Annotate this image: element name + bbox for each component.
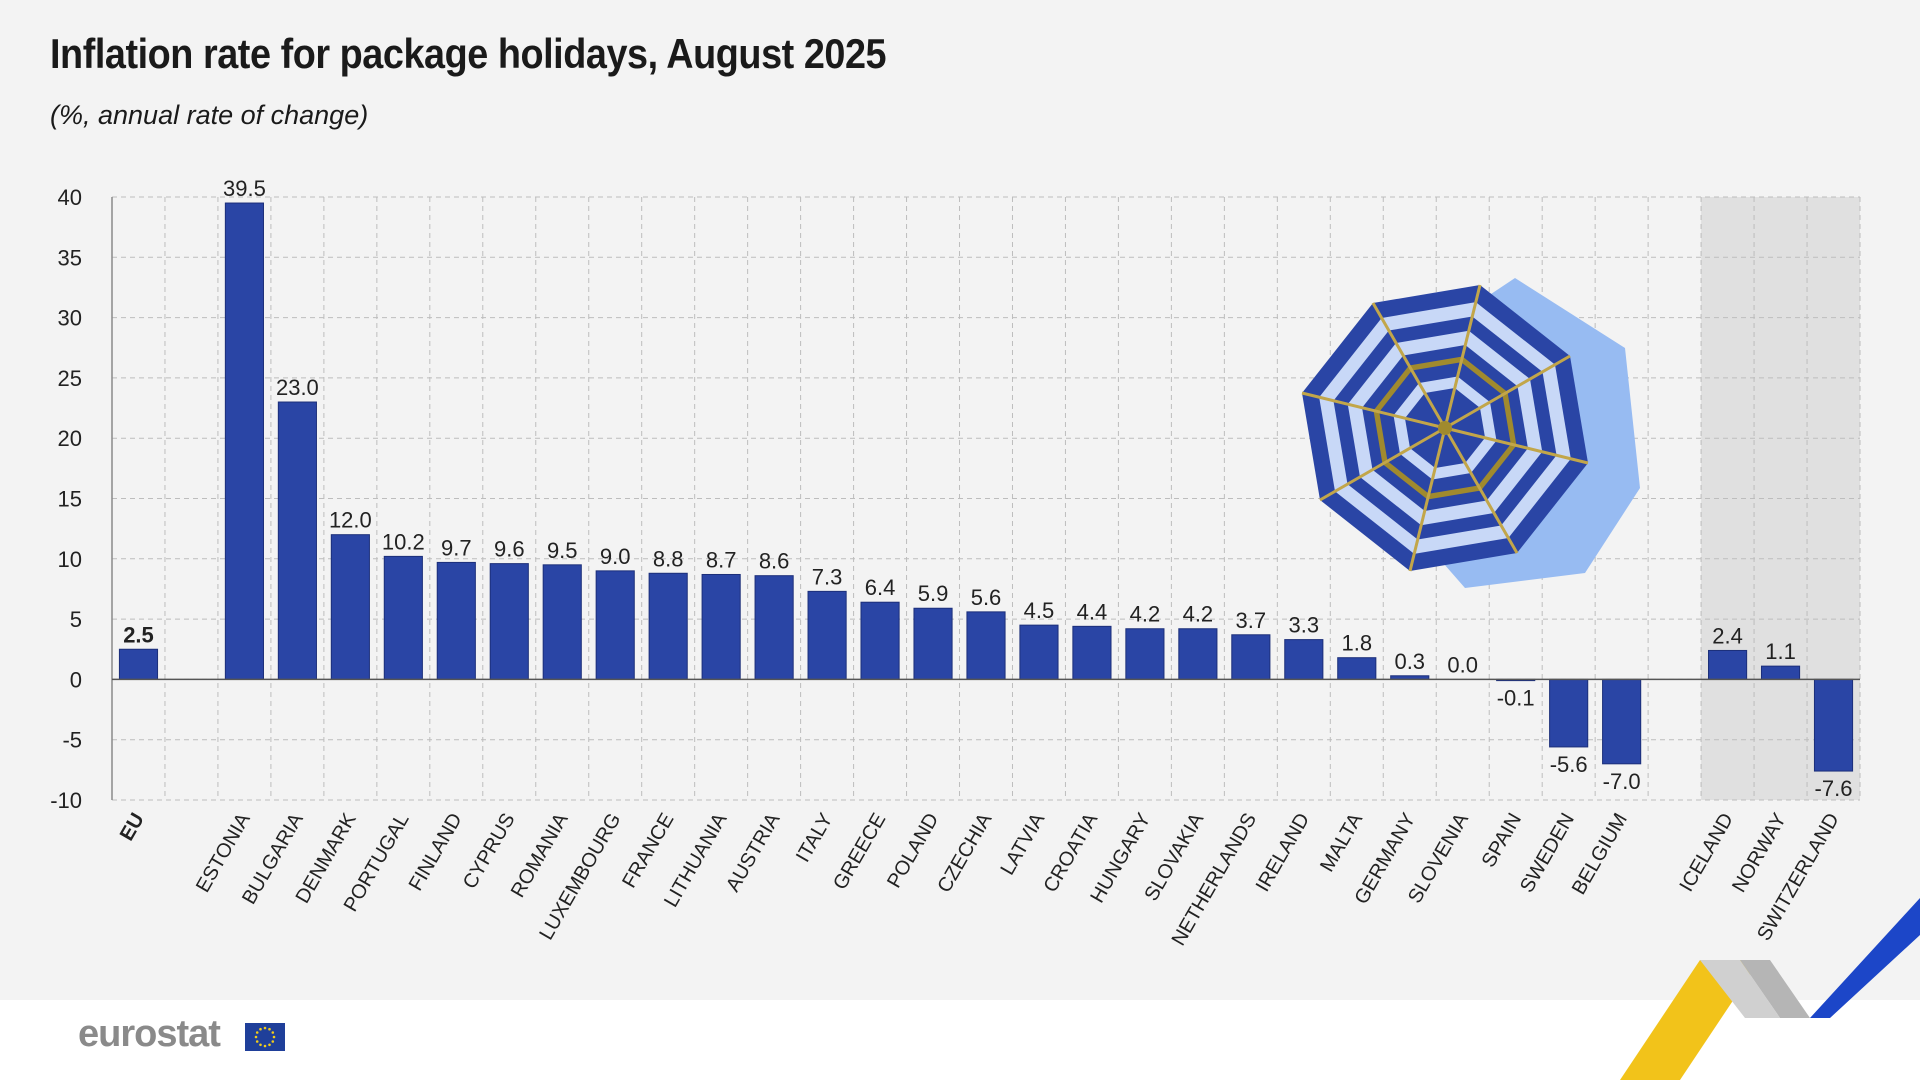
eu-flag-icon	[245, 1023, 285, 1051]
value-label-malta: 1.8	[1341, 631, 1372, 656]
category-label-italy: ITALY	[792, 810, 837, 867]
bar-czechia	[966, 611, 1006, 680]
value-labels: 2.5 39.5 23.0 12.0 10.2 9.7 9.6 9.5 9.0 8.8 8.7 8.6…	[123, 176, 1852, 801]
bar-greece	[860, 601, 900, 680]
value-label-switzerland: -7.6	[1815, 776, 1853, 801]
bar-italy	[807, 590, 847, 680]
value-label-bulgaria: 23.0	[276, 375, 319, 400]
value-label-belgium: -7.0	[1603, 769, 1641, 794]
value-label-greece: 6.4	[865, 575, 896, 600]
value-label-eu: 2.5	[123, 622, 154, 647]
y-tick-label: 0	[70, 667, 82, 692]
value-label-hungary: 4.2	[1130, 602, 1161, 627]
bar-malta	[1337, 657, 1377, 680]
bar-finland	[436, 561, 476, 680]
value-label-poland: 5.9	[918, 581, 949, 606]
bar-denmark	[330, 534, 370, 680]
value-label-italy: 7.3	[812, 564, 843, 589]
value-label-luxembourg: 9.0	[600, 544, 631, 569]
umbrella-illustration	[1301, 278, 1640, 588]
bar-france	[648, 572, 688, 680]
value-label-norway: 1.1	[1765, 639, 1796, 664]
bar-iceland	[1708, 649, 1748, 680]
category-label-malta: MALTA	[1316, 809, 1367, 876]
category-label-finland: FINLAND	[405, 810, 467, 895]
value-label-romania: 9.5	[547, 538, 578, 563]
eurostat-logo: eurostat	[78, 1013, 221, 1055]
value-label-austria: 8.6	[759, 549, 790, 574]
category-label-austria: AUSTRIA	[722, 809, 785, 896]
value-label-denmark: 12.0	[329, 508, 372, 533]
category-label-eu: EU	[116, 810, 149, 845]
category-label-czechia: CZECHIA	[933, 809, 996, 897]
value-label-croatia: 4.4	[1077, 599, 1108, 624]
bar-sweden	[1549, 678, 1589, 748]
y-tick-label: 15	[58, 487, 82, 512]
bar-portugal	[383, 555, 423, 680]
bar-series	[118, 202, 1854, 772]
category-label-greece: GREECE	[829, 810, 890, 894]
bar-hungary	[1125, 628, 1165, 680]
chart-subtitle: (%, annual rate of change)	[50, 100, 369, 130]
value-label-lithuania: 8.7	[706, 547, 737, 572]
y-tick-label: 5	[70, 607, 82, 632]
value-label-spain: -0.1	[1497, 686, 1535, 711]
category-labels: EU ESTONIABULGARIADENMARKPORTUGALFINLANDC…	[116, 809, 1844, 950]
value-label-czechia: 5.6	[971, 585, 1002, 610]
value-label-sweden: -5.6	[1550, 752, 1588, 777]
value-label-slovakia: 4.2	[1183, 602, 1214, 627]
bar-switzerland	[1813, 678, 1854, 772]
bar-netherlands	[1231, 634, 1271, 680]
bar-ireland	[1284, 639, 1324, 680]
value-label-cyprus: 9.6	[494, 537, 525, 562]
bar-poland	[913, 607, 953, 680]
bar-belgium	[1602, 678, 1642, 765]
footer	[0, 1000, 1920, 1080]
y-axis: 40 35 30 25 20 15 10 5 0 -5 -10	[50, 185, 1860, 813]
category-label-france: FRANCE	[618, 810, 678, 892]
y-tick-label: 20	[58, 426, 82, 451]
bar-cyprus	[489, 563, 529, 680]
bar-latvia	[1019, 624, 1059, 680]
category-label-poland: POLAND	[883, 810, 943, 892]
bar-romania	[542, 564, 582, 680]
category-label-ireland: IRELAND	[1252, 810, 1314, 896]
value-label-germany: 0.3	[1394, 649, 1425, 674]
bar-slovakia	[1178, 628, 1218, 680]
y-tick-label: -5	[62, 728, 82, 753]
value-label-latvia: 4.5	[1024, 598, 1055, 623]
value-label-estonia: 39.5	[223, 176, 266, 201]
value-label-finland: 9.7	[441, 535, 472, 560]
value-label-ireland: 3.3	[1289, 613, 1320, 638]
bar-bulgaria	[277, 401, 317, 680]
y-tick-label: 35	[58, 245, 82, 270]
category-label-latvia: LATVIA	[997, 809, 1050, 879]
y-tick-label: 40	[58, 185, 82, 210]
bar-lithuania	[701, 573, 741, 680]
category-label-spain: SPAIN	[1478, 810, 1526, 872]
bar-austria	[754, 575, 794, 680]
bar-norway	[1760, 665, 1801, 680]
bar-luxembourg	[595, 570, 635, 680]
category-label-cyprus: CYPRUS	[459, 810, 520, 893]
y-tick-label: 10	[58, 547, 82, 572]
value-label-portugal: 10.2	[382, 529, 425, 554]
y-tick-label: 30	[58, 306, 82, 331]
value-label-netherlands: 3.7	[1236, 608, 1267, 633]
bar-estonia	[224, 202, 264, 680]
bar-chart: 40 35 30 25 20 15 10 5 0 -5 -10 2.5 39.5 23.0 12.0 10.…	[50, 176, 1861, 950]
bar-croatia	[1072, 625, 1112, 680]
chart-title: Inflation rate for package holidays, Aug…	[50, 30, 887, 77]
y-tick-label: -10	[50, 788, 82, 813]
value-label-iceland: 2.4	[1712, 623, 1743, 648]
value-label-slovenia: 0.0	[1447, 652, 1478, 677]
value-label-france: 8.8	[653, 546, 684, 571]
y-tick-label: 25	[58, 366, 82, 391]
bar-eu	[118, 648, 159, 680]
